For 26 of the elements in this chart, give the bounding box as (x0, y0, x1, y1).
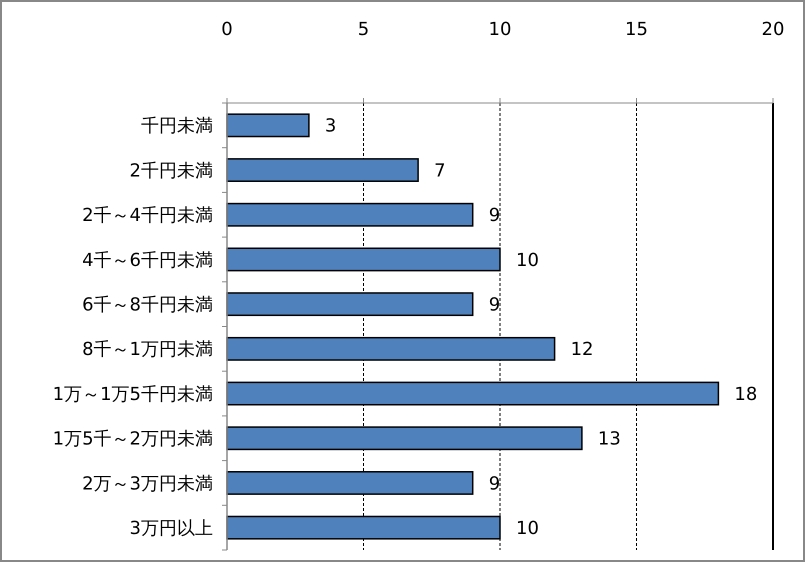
y-tick-label: 8千～1万円未満 (82, 339, 213, 360)
data-label: 3 (324, 116, 336, 137)
y-tick-label: 2千円未満 (130, 160, 213, 182)
x-tick-label: 10 (488, 19, 512, 40)
data-label: 12 (570, 339, 594, 360)
data-label: 18 (734, 384, 758, 405)
y-tick-label: 4千～6千円未満 (82, 250, 213, 271)
y-tick-label: 千円未満 (141, 116, 213, 137)
data-label: 9 (488, 205, 500, 226)
data-label: 10 (516, 250, 539, 271)
data-label: 13 (598, 428, 621, 450)
bar (226, 113, 310, 138)
y-tick-label: 3万円以上 (130, 518, 213, 539)
x-tick-label: 20 (762, 19, 784, 40)
y-tick-label: 1万5千～2万円未満 (52, 428, 213, 450)
x-tick-label: 5 (358, 19, 370, 40)
y-tick-label: 1万～1万5千円未満 (52, 384, 213, 405)
data-label: 7 (434, 160, 446, 182)
data-label: 9 (488, 473, 500, 494)
y-tick-label: 6千～8千円未満 (82, 294, 213, 316)
x-tick-label: 15 (625, 19, 648, 40)
y-tick-label: 2万～3万円未満 (82, 473, 213, 494)
y-tick-label: 2千～4千円未満 (82, 205, 213, 226)
data-label: 10 (516, 518, 539, 539)
data-label: 9 (488, 294, 500, 316)
x-tick-label: 0 (221, 19, 233, 40)
